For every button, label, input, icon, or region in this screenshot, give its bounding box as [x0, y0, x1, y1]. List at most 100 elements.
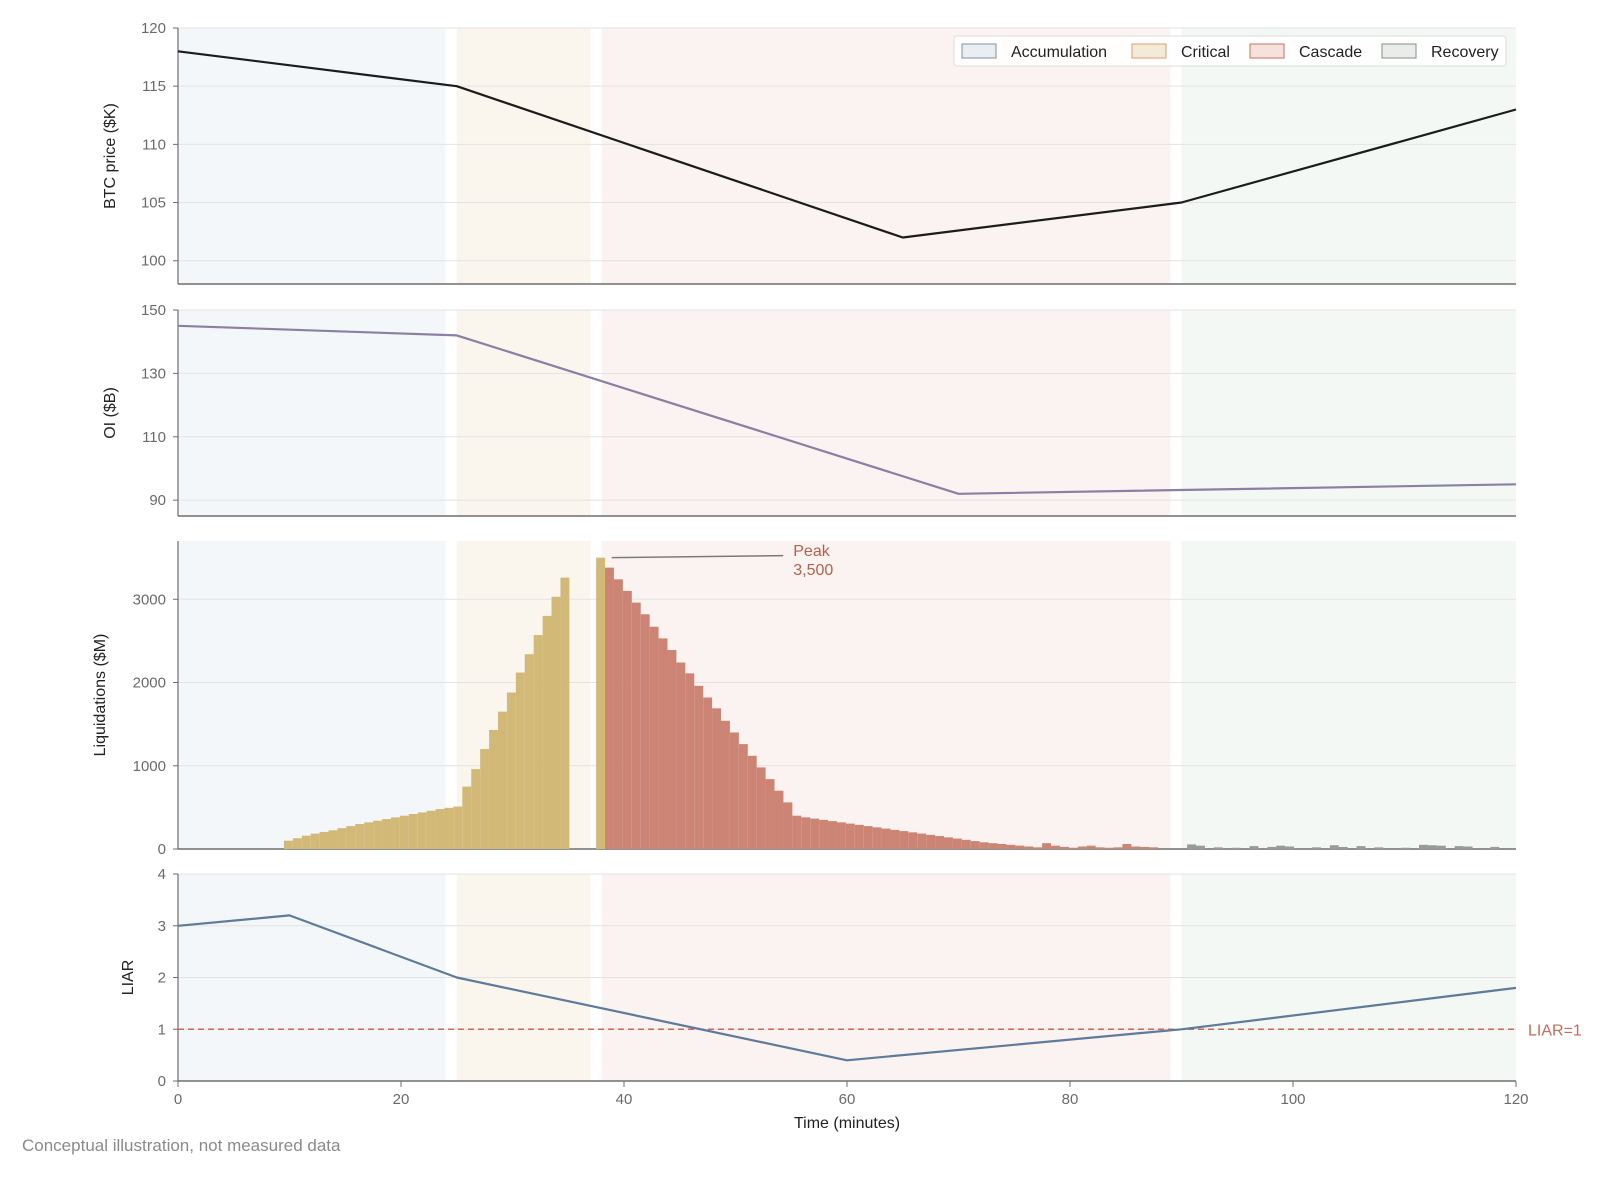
- liquidation-bar: [1249, 846, 1259, 849]
- liquidation-bar: [640, 614, 650, 849]
- liquidation-bar: [1231, 847, 1241, 849]
- liquidation-bar: [819, 819, 829, 849]
- liquidation-bar: [426, 810, 436, 849]
- series-line-oi: [177, 324, 1517, 495]
- y-tick-label: 130: [141, 365, 166, 382]
- x-tick-label: 120: [1503, 1091, 1528, 1108]
- y-tick-label: 0: [158, 1073, 166, 1090]
- legend: Accumulation Critical Cascade Recovery: [953, 35, 1507, 67]
- liquidation-bar: [970, 841, 980, 849]
- liquidation-bar: [605, 567, 614, 849]
- liquidation-bar: [1086, 845, 1096, 849]
- liquidation-bar: [489, 729, 499, 849]
- liquidation-bar: [399, 815, 409, 849]
- liquidation-bar: [471, 769, 481, 849]
- liquidation-bar: [355, 824, 365, 849]
- liquidation-bar: [1095, 847, 1105, 849]
- phase-band-cascade: [601, 310, 1171, 516]
- liquidation-bar: [408, 814, 418, 849]
- liquidation-bar: [1006, 844, 1016, 849]
- liquidation-bar: [417, 812, 427, 849]
- x-tick-label: 40: [616, 1091, 633, 1108]
- y-tick-label: 110: [142, 429, 166, 446]
- liquidation-bar: [1267, 846, 1277, 849]
- liquidation-bar: [836, 822, 846, 849]
- liquidation-bar: [917, 833, 927, 849]
- liquidation-bar: [435, 809, 445, 849]
- liquidation-bar: [319, 831, 329, 849]
- phase-band-recovery: [1181, 541, 1516, 849]
- liquidation-bar: [364, 822, 374, 849]
- liquidation-bar: [1329, 845, 1339, 849]
- legend-label-accumulation: Accumulation: [1011, 44, 1107, 61]
- liquidation-bar: [533, 635, 543, 849]
- threshold-label: LIAR=1: [1528, 1022, 1582, 1039]
- liquidation-bar: [1311, 847, 1321, 849]
- y-tick-label: 100: [141, 253, 166, 270]
- liquidation-bar: [801, 817, 811, 849]
- liquidation-bar: [462, 786, 472, 849]
- liquidation-bar: [596, 557, 606, 849]
- liquidation-bar: [1418, 844, 1428, 849]
- y-tick-label: 115: [142, 78, 166, 95]
- phase-band-cascade: [601, 28, 1171, 284]
- liquidation-bar: [1033, 847, 1043, 849]
- y-tick-label: 2000: [133, 675, 166, 692]
- liquidation-bar: [1338, 846, 1348, 849]
- liquidation-bar: [899, 831, 909, 849]
- legend-label-critical: Critical: [1181, 44, 1230, 61]
- liquidation-bar: [560, 577, 570, 849]
- liquidation-bar: [792, 815, 802, 849]
- phase-band-accumulation: [178, 28, 446, 284]
- panel-liar: 0 1 2 3 4 LIAR LIAR=1: [120, 866, 1582, 1090]
- liquidation-bar: [667, 650, 677, 849]
- y-tick-label: 110: [142, 136, 166, 153]
- liquidation-bar: [506, 692, 516, 849]
- legend-label-cascade: Cascade: [1299, 44, 1362, 61]
- y-axis-label: Liquidations ($M): [92, 634, 109, 757]
- liquidation-bar: [658, 638, 668, 849]
- liquidation-bar: [908, 832, 918, 849]
- liquidation-bar: [961, 839, 971, 849]
- y-tick-label: 1: [158, 1021, 166, 1038]
- liquidation-bar: [1285, 846, 1295, 849]
- liquidation-bar: [979, 842, 989, 849]
- liquidation-bar: [1401, 847, 1411, 849]
- phase-band-critical: [456, 310, 591, 516]
- liquidation-bar: [337, 828, 347, 849]
- liquidation-bar: [622, 590, 632, 849]
- liquidation-bar: [390, 817, 400, 849]
- liquidation-bar: [872, 827, 882, 849]
- liquidation-bar: [890, 829, 900, 849]
- liquidation-bar: [935, 836, 945, 849]
- liquidation-bar: [881, 828, 891, 849]
- liquidation-bar: [1276, 845, 1286, 849]
- liquidation-bar: [1490, 846, 1500, 849]
- liquidation-bar: [738, 744, 748, 849]
- liquidation-bar: [1068, 847, 1078, 849]
- y-tick-label: 0: [158, 841, 166, 858]
- y-axis-label: LIAR: [120, 960, 137, 996]
- y-tick-label: 4: [158, 866, 166, 883]
- liquidation-bar: [703, 697, 713, 849]
- panel-price: 100 105 110 115 120 BTC price ($K): [102, 20, 1517, 285]
- legend-swatch-critical: [1131, 43, 1167, 59]
- liquidation-bar: [926, 834, 936, 849]
- liquidation-bar: [649, 626, 659, 849]
- liquidation-bar: [1024, 846, 1034, 849]
- liquidation-bar: [346, 826, 356, 849]
- phase-band-recovery: [1181, 310, 1516, 516]
- liquidation-bar: [1104, 847, 1114, 849]
- liquidation-bar: [944, 837, 953, 849]
- liquidation-bar: [854, 824, 864, 849]
- liquidation-bar: [1149, 847, 1159, 849]
- peak-annotation-arrow: [611, 554, 784, 559]
- liquidation-bar: [328, 830, 338, 849]
- series-line-price: [177, 50, 1517, 239]
- liquidation-bar: [301, 835, 311, 849]
- liquidation-bar: [1187, 844, 1196, 849]
- liquidation-bar: [828, 821, 837, 849]
- liquidation-bar: [453, 806, 463, 849]
- liquidation-bar: [498, 711, 507, 849]
